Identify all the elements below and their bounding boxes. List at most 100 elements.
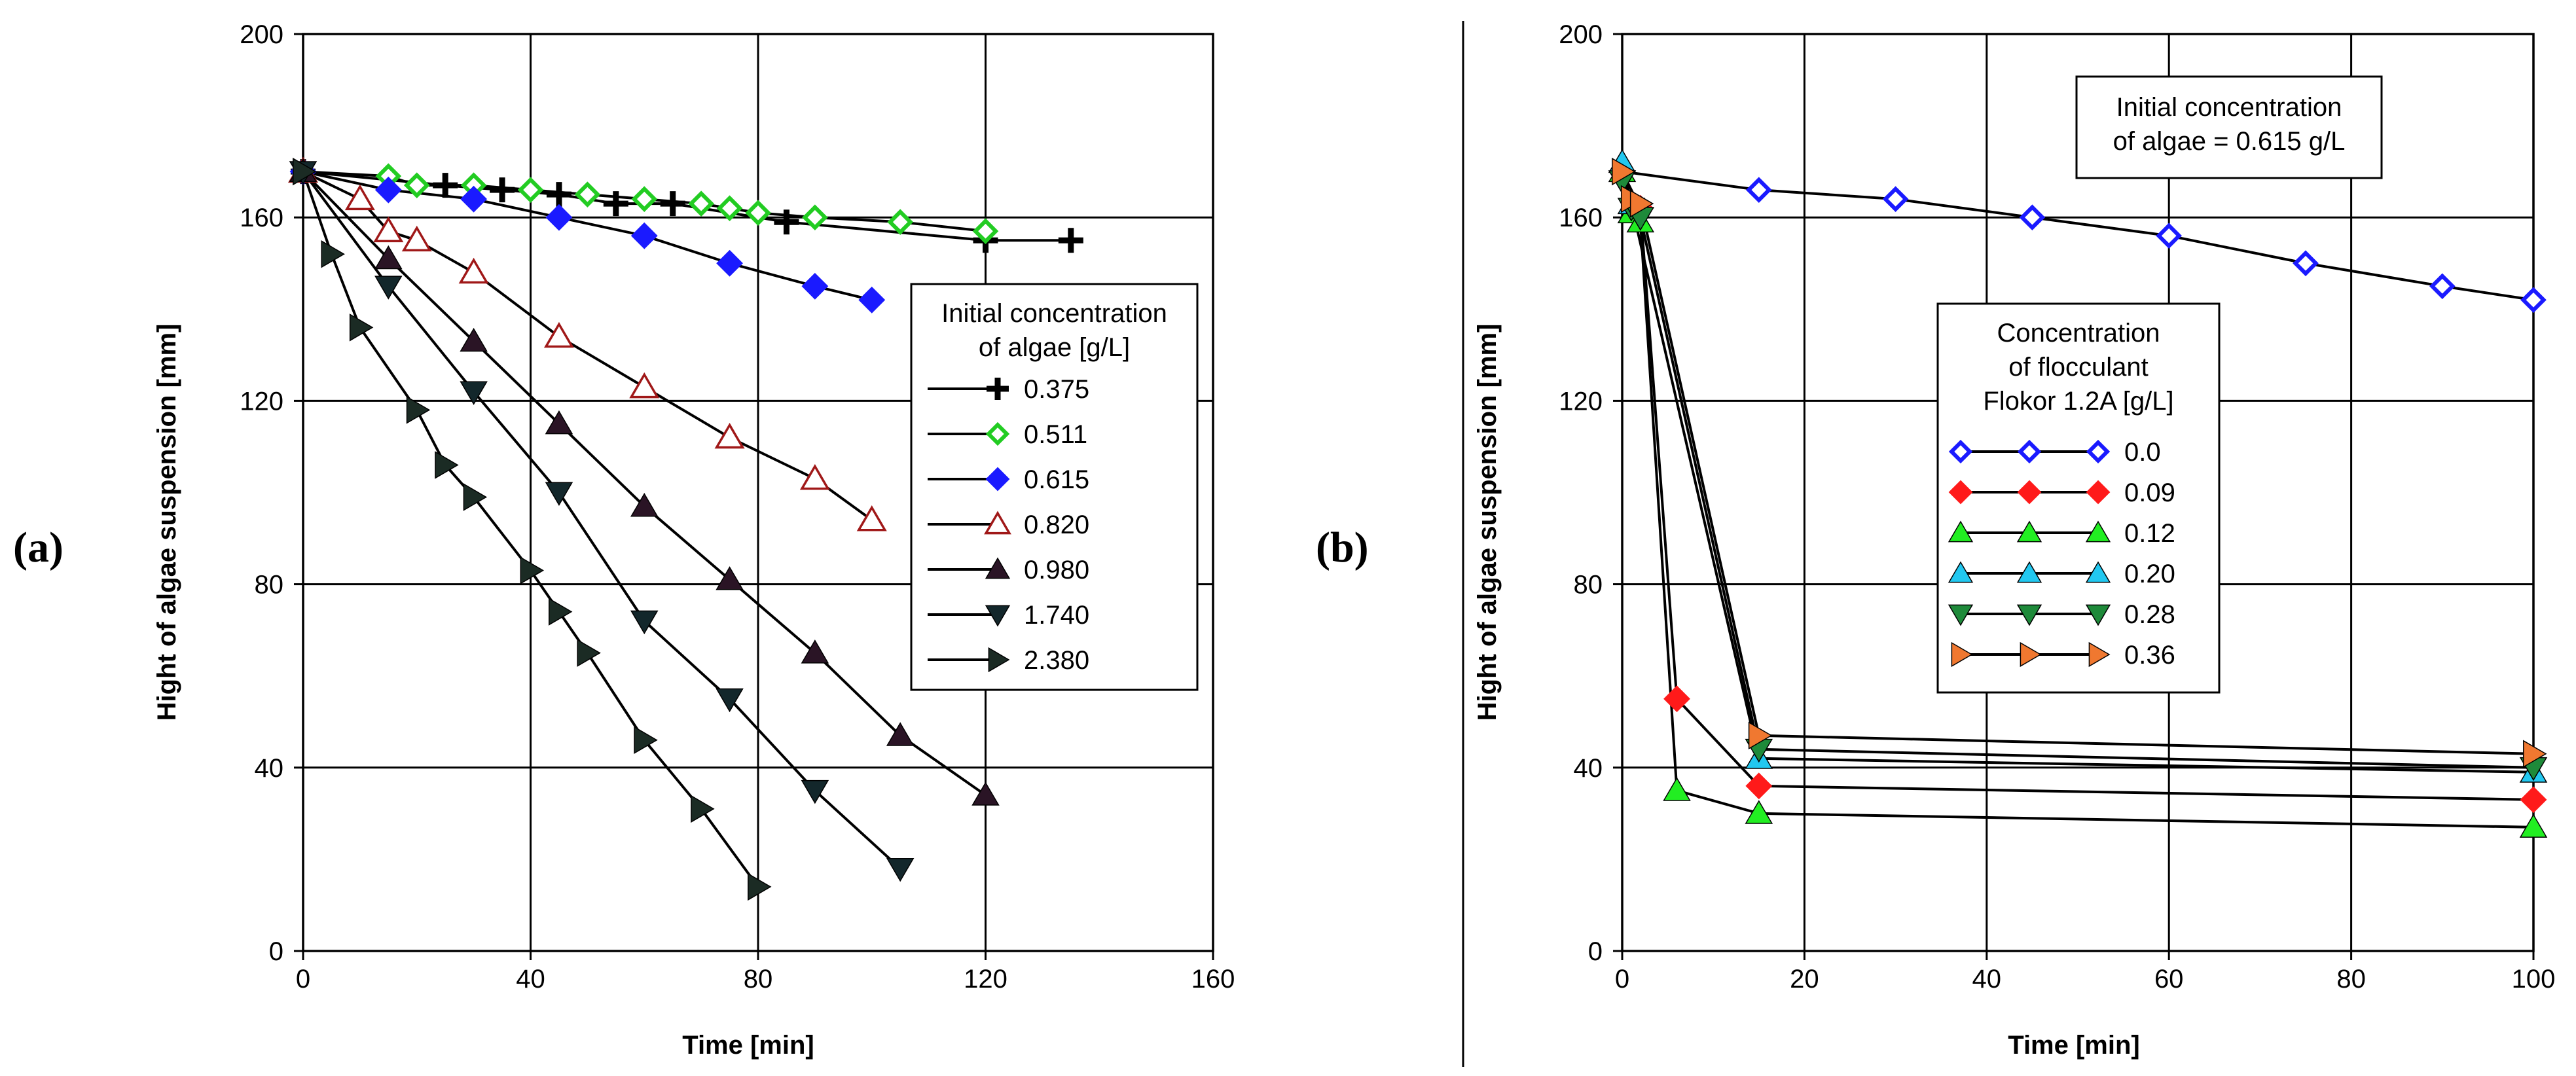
- a-data-point-2.380: [463, 483, 488, 511]
- b-y-tick-label: 160: [1559, 204, 1603, 232]
- b-data-point-0.12: [2519, 814, 2548, 838]
- b-data-point-0.0: [2293, 250, 2319, 277]
- a-series-line-1.740: [302, 170, 901, 870]
- a-legend-marker-0.511: [985, 421, 1010, 446]
- b-legend-label-0.12: 0.12: [2124, 519, 2175, 548]
- b-data-point-0.0: [2520, 287, 2547, 314]
- a-data-point-0.980: [801, 639, 829, 664]
- a-x-tick-label: 160: [1191, 965, 1235, 994]
- a-y-tick-label: 80: [255, 571, 284, 600]
- a-data-point-0.375: [603, 191, 628, 217]
- a-data-point-0.980: [630, 493, 659, 517]
- b-legend-marker-0.12: [2016, 520, 2042, 543]
- a-y-tick-label: 160: [240, 204, 283, 232]
- b-legend-marker-0.20: [2016, 561, 2042, 583]
- a-data-point-0.511: [802, 204, 828, 231]
- a-y-tick-label: 120: [240, 387, 283, 416]
- a-data-point-0.375: [1058, 228, 1083, 253]
- b-y-tick-label: 120: [1559, 387, 1603, 416]
- b-data-point-0.0: [2019, 204, 2046, 231]
- a-data-point-1.740: [630, 610, 659, 635]
- a-legend-marker-2.380: [988, 647, 1010, 673]
- a-data-point-0.980: [460, 327, 488, 352]
- a-data-point-0.375: [546, 182, 571, 207]
- b-legend-marker-0.09: [1948, 480, 1973, 505]
- b-data-point-0.09: [1663, 685, 1690, 713]
- b-legend-marker-0.28: [1948, 604, 1974, 626]
- a-legend-title: Initial concentration: [941, 299, 1167, 328]
- a-data-point-2.380: [435, 451, 459, 479]
- b-legend-marker-0.12: [2085, 520, 2111, 543]
- b-legend-marker-0.20: [1948, 561, 1974, 583]
- a-legend-marker-0.615: [985, 467, 1010, 492]
- b-y-tick-label: 200: [1559, 20, 1603, 49]
- a-data-point-0.615: [858, 286, 886, 314]
- panel-label-a: (a): [13, 524, 63, 571]
- b-legend-marker-0.0: [1948, 439, 1973, 464]
- b-legend-title: Concentration: [1997, 319, 2160, 348]
- b-x-tick-label: 80: [2336, 965, 2366, 994]
- a-data-point-2.380: [293, 157, 317, 186]
- b-legend-marker-0.36: [1951, 641, 1973, 668]
- a-legend-label-0.511: 0.511: [1024, 420, 1087, 449]
- b-data-point-0.36: [1629, 189, 1654, 218]
- a-data-point-0.820: [629, 372, 660, 399]
- a-data-point-0.511: [574, 181, 601, 207]
- a-legend-marker-0.375: [987, 378, 1009, 400]
- a-data-point-2.380: [406, 396, 431, 424]
- b-legend-label-0.36: 0.36: [2124, 641, 2175, 670]
- b-data-point-0.12: [1663, 777, 1691, 801]
- b-data-point-0.36: [1748, 721, 1773, 750]
- b-legend-marker-0.12: [1948, 520, 1974, 543]
- b-legend-marker-0.09: [2017, 480, 2042, 505]
- a-series-line-2.380: [302, 171, 759, 888]
- a-legend-label-0.375: 0.375: [1024, 375, 1089, 404]
- a-data-point-1.740: [886, 857, 915, 882]
- a-data-point-1.740: [460, 381, 488, 405]
- a-data-point-1.740: [716, 688, 744, 713]
- a-data-point-1.740: [801, 780, 829, 804]
- a-data-point-0.820: [458, 257, 489, 284]
- b-data-point-0.12: [1745, 800, 1773, 824]
- a-data-point-0.980: [886, 722, 915, 746]
- b-data-point-0.36: [2523, 740, 2547, 768]
- b-legend-title: of flocculant: [2008, 353, 2148, 382]
- a-legend-label-0.980: 0.980: [1024, 556, 1089, 584]
- a-data-point-0.820: [344, 184, 375, 211]
- a-data-point-0.980: [374, 245, 403, 270]
- a-data-point-2.380: [634, 726, 658, 755]
- b-legend-marker-0.36: [2088, 641, 2111, 668]
- a-legend-marker-1.740: [985, 605, 1011, 627]
- a-legend-label-0.615: 0.615: [1024, 465, 1089, 494]
- a-data-point-2.380: [577, 639, 601, 667]
- b-legend-label-0.09: 0.09: [2124, 478, 2175, 507]
- b-y-tick-label: 0: [1588, 937, 1603, 966]
- a-data-point-0.511: [745, 200, 771, 226]
- b-data-point-0.0: [1745, 177, 1772, 203]
- a-legend-marker-0.980: [985, 557, 1011, 579]
- a-data-point-0.615: [630, 222, 658, 249]
- a-x-tick-label: 120: [964, 965, 1007, 994]
- a-data-point-0.375: [490, 177, 515, 203]
- a-data-point-0.511: [631, 186, 658, 213]
- b-x-tick-label: 60: [2154, 965, 2184, 994]
- a-data-point-0.375: [433, 173, 458, 198]
- a-data-point-0.615: [545, 204, 573, 231]
- a-data-point-2.380: [321, 240, 345, 268]
- b-data-point-0.0: [2156, 223, 2183, 249]
- b-legend-marker-0.0: [2017, 439, 2042, 464]
- b-data-point-0.09: [2520, 786, 2547, 814]
- a-data-point-0.511: [716, 195, 743, 222]
- a-series-line-0.820: [302, 170, 873, 522]
- a-x-tick-label: 0: [296, 965, 310, 994]
- a-data-point-0.980: [545, 410, 573, 435]
- b-legend-marker-0.36: [2020, 641, 2042, 668]
- b-y-tick-label: 40: [1574, 754, 1603, 783]
- chart-panel-b: 0 20 40 60 80 100 0 40 80 120 160 200 Initial concen…: [1559, 20, 2555, 994]
- x-axis-title-b: Time [min]: [2008, 1031, 2140, 1060]
- b-legend-marker-0.28: [2016, 604, 2042, 626]
- a-data-point-2.380: [349, 314, 374, 342]
- a-data-point-0.375: [774, 209, 799, 235]
- a-data-point-1.740: [374, 276, 403, 300]
- a-data-point-0.615: [460, 185, 488, 213]
